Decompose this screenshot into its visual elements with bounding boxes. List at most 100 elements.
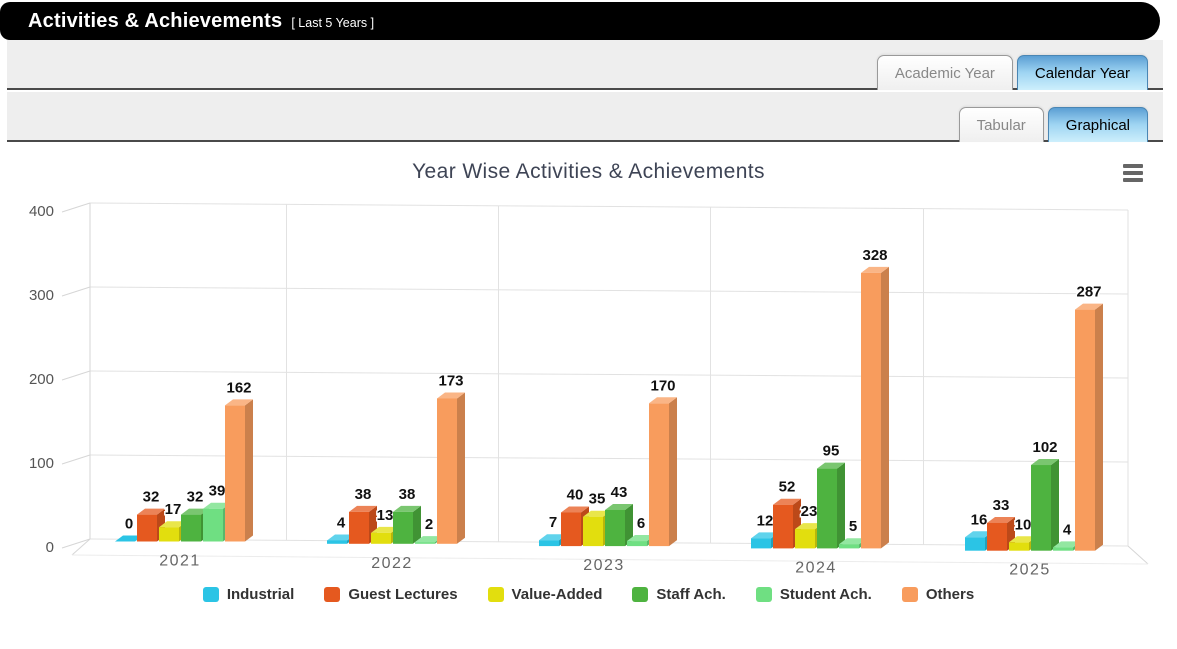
bar-others-2024[interactable] [861,272,881,549]
chart-legend: Industrial Guest Lectures Value-Added Staff… [0,586,1177,603]
bar-guest-lectures-2022[interactable] [349,511,369,544]
bar-student-ach-2023-top [627,535,655,542]
bar-others-2024-top [861,266,889,273]
bar-guest-lectures-2022-top [349,505,377,512]
bar-guest-lectures-2024[interactable] [773,504,793,549]
bar-value-added-2022[interactable] [371,532,391,544]
page-header: Activities & Achievements [ Last 5 Years… [0,2,1160,40]
tab-graphical[interactable]: Graphical [1047,107,1148,142]
bar-staff-ach-2025-top [1031,459,1059,466]
legend-label: Industrial [226,586,295,603]
chart-title: Year Wise Activities & Achievements [412,160,765,183]
bar-others-2021[interactable] [225,405,245,542]
bar-guest-lectures-2021[interactable] [137,514,157,542]
tab-calendar-year[interactable]: Calendar Year [1016,55,1148,90]
bar-value-added-2021[interactable] [159,527,179,542]
bar-student-ach-2025[interactable] [1053,547,1073,551]
bar-staff-ach-2021-top [181,508,209,515]
xaxis-label-2022: 2022 [371,555,413,572]
xaxis-label-2023: 2023 [583,557,625,574]
legend-label: Student Ach. [779,586,872,603]
bar-industrial-2021[interactable] [115,535,143,542]
bar-staff-ach-2022-side [413,505,421,544]
bar-student-ach-2025-top [1053,541,1081,548]
bar-value-label: 33 [993,497,1010,514]
legend-label: Guest Lectures [348,586,458,603]
bar-others-2021-side [245,399,253,542]
legend-item-others[interactable]: Others [901,586,974,603]
bar-guest-lectures-2023-top [561,506,589,513]
bar-others-2025-top [1075,303,1103,310]
ytick-mark [61,454,91,465]
legend-item-industrial[interactable]: Industrial [202,586,295,603]
bar-staff-ach-2024[interactable] [817,468,837,549]
bar-value-label: 173 [438,372,463,389]
bar-student-ach-2023[interactable] [627,541,647,547]
bar-others-2022[interactable] [437,398,457,544]
tab-academic-year[interactable]: Academic Year [876,55,1013,90]
bar-guest-lectures-2023[interactable] [561,512,581,547]
bar-student-ach-2024[interactable] [839,544,859,549]
bar-industrial-2023[interactable] [539,540,559,547]
legend-label: Staff Ach. [656,586,726,603]
bar-staff-ach-2022-top [393,505,421,512]
bar-others-2021-top [225,399,253,406]
bar-industrial-2025[interactable] [965,537,985,551]
bar-staff-ach-2021[interactable] [181,514,201,542]
gridline-y-300 [89,286,1129,295]
bar-staff-ach-2025[interactable] [1031,465,1051,551]
ytick-mark [61,370,91,381]
bar-industrial-2024[interactable] [751,538,771,549]
bar-staff-ach-2022[interactable] [393,511,413,544]
bar-value-label: 6 [637,515,645,532]
legend-item-staff-ach[interactable]: Staff Ach. [632,586,726,603]
xaxis-label-2024: 2024 [795,559,837,576]
bar-guest-lectures-2025-top [987,516,1015,523]
ytick-mark [61,286,91,297]
bar-others-2025-side [1095,303,1103,551]
bar-value-label: 13 [377,507,394,524]
bar-value-label: 32 [187,489,204,506]
bar-value-label: 102 [1032,439,1057,456]
legend-swatch-industrial [202,587,219,602]
legend-item-value-added[interactable]: Value-Added [487,586,602,603]
gridline-y-200 [89,370,1129,379]
bar-value-label: 52 [779,479,796,496]
menu-bar [1123,164,1143,168]
ytick-label: 100 [29,455,54,472]
ytick-label: 0 [46,539,54,556]
ytick-label: 300 [29,287,54,304]
bar-value-added-2023[interactable] [583,516,603,547]
bar-staff-ach-2023[interactable] [605,509,625,547]
bar-others-2022-side [457,392,465,544]
menu-bar [1123,171,1143,175]
bar-value-added-2024[interactable] [795,529,815,549]
bar-value-label: 35 [589,491,606,508]
bar-staff-ach-2024-side [837,462,845,549]
bar-others-2023[interactable] [649,403,669,547]
bar-student-ach-2022[interactable] [415,542,435,544]
xaxis-label-2021: 2021 [159,553,201,570]
bar-staff-ach-2024-top [817,462,845,469]
bar-value-label: 43 [611,484,628,501]
tab-tabular[interactable]: Tabular [958,107,1044,142]
column-chart-3d: 0 100 200 300 400 0 32 17 32 39 162 2021 4 38 13 38 2 173… [29,202,1149,579]
legend-item-guest-lectures[interactable]: Guest Lectures [324,586,458,603]
bar-student-ach-2024-top [839,538,867,545]
bar-staff-ach-2023-top [605,503,633,510]
chart-context-menu-icon[interactable] [1121,162,1145,184]
bar-others-2025[interactable] [1075,309,1095,551]
floor-front-edge [71,554,1149,565]
bar-industrial-2022-top [327,534,355,541]
legend-swatch-guest-lectures [324,587,341,602]
bar-guest-lectures-2025[interactable] [987,522,1007,551]
bar-value-label: 17 [165,501,182,518]
bar-value-added-2025-top [1009,536,1037,543]
bar-guest-lectures-2021-top [137,508,165,515]
bar-value-label: 4 [337,514,346,531]
bar-value-added-2025[interactable] [1009,542,1029,551]
bar-value-label: 38 [399,486,416,503]
legend-item-student-ach[interactable]: Student Ach. [755,586,872,603]
bar-student-ach-2021[interactable] [203,508,223,542]
bar-industrial-2022[interactable] [327,540,347,544]
